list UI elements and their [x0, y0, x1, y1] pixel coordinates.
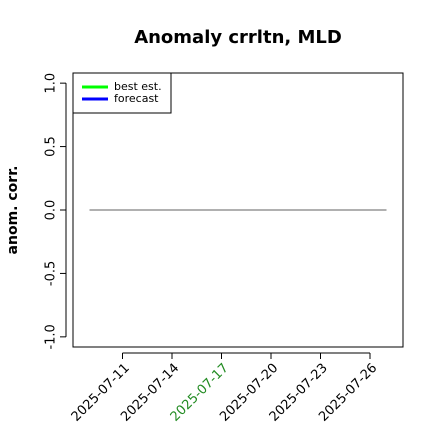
y-axis-label: anom. corr.: [5, 166, 21, 255]
plot-box: [72, 72, 404, 348]
legend-label: best est.: [114, 80, 162, 93]
y-tick-label: 1.0: [44, 73, 59, 94]
y-tick-label: -1.0: [44, 324, 59, 349]
chart-title: Anomaly crrltn, MLD: [134, 27, 342, 48]
y-tick-label: -0.5: [44, 261, 59, 286]
legend-label: forecast: [114, 92, 159, 105]
y-tick-label: 0.5: [44, 136, 59, 157]
legend-box: [72, 72, 172, 114]
y-tick-label: 0.0: [44, 200, 59, 221]
